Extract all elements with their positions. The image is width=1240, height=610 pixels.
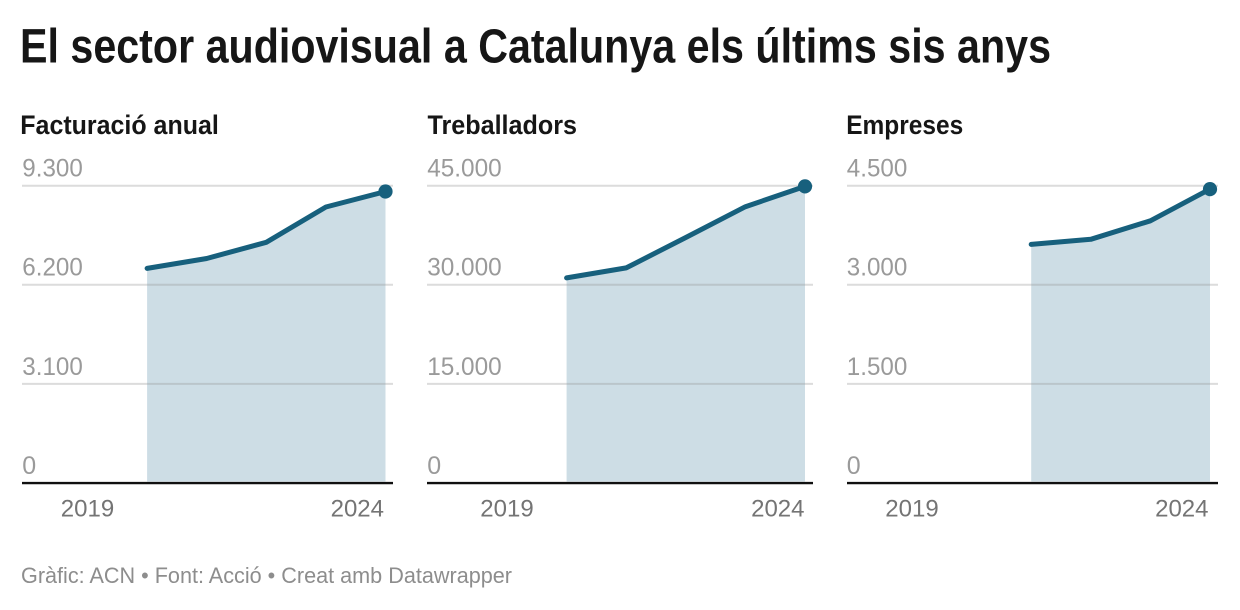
svg-text:30.000: 30.000	[427, 254, 502, 282]
svg-text:9.300: 9.300	[22, 154, 83, 182]
svg-text:0: 0	[427, 452, 441, 480]
svg-text:2019: 2019	[885, 496, 938, 523]
svg-text:3.100: 3.100	[22, 353, 83, 381]
svg-text:6.200: 6.200	[22, 254, 83, 282]
svg-text:15.000: 15.000	[427, 353, 502, 381]
svg-text:2019: 2019	[480, 496, 533, 523]
svg-text:Gràfic: ACN • Font: Acció • Cr: Gràfic: ACN • Font: Acció • Creat amb Da…	[21, 563, 512, 588]
svg-text:1.500: 1.500	[847, 353, 908, 381]
svg-text:Treballadors: Treballadors	[428, 110, 578, 140]
svg-text:45.000: 45.000	[427, 154, 502, 182]
svg-text:0: 0	[847, 452, 861, 480]
svg-text:2024: 2024	[1155, 496, 1208, 523]
svg-text:2024: 2024	[331, 496, 384, 523]
svg-text:2024: 2024	[751, 496, 804, 523]
svg-text:2019: 2019	[61, 496, 114, 523]
svg-text:Facturació anual: Facturació anual	[20, 110, 219, 140]
svg-text:Empreses: Empreses	[846, 110, 963, 140]
svg-text:3.000: 3.000	[847, 254, 908, 282]
svg-text:4.500: 4.500	[847, 154, 908, 182]
svg-text:El sector audiovisual a Catalu: El sector audiovisual a Catalunya els úl…	[20, 21, 1051, 74]
svg-text:0: 0	[22, 452, 36, 480]
